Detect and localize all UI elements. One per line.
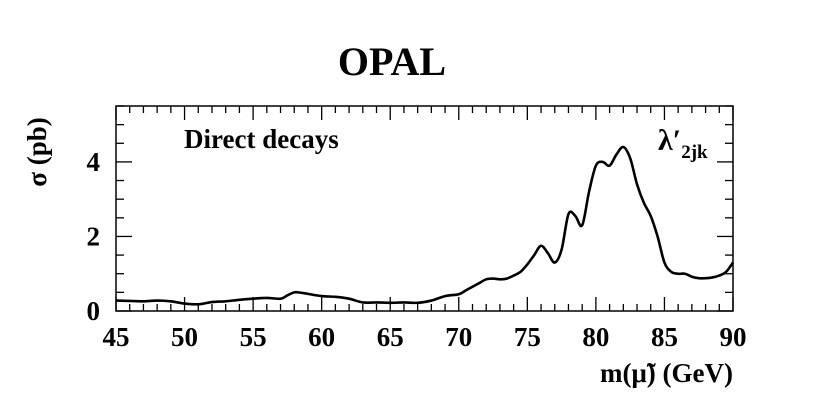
x-tick-label: 90 — [720, 322, 747, 352]
y-tick-label: 4 — [87, 147, 101, 177]
x-axis-ticks — [115, 106, 734, 311]
series-line — [115, 145, 735, 306]
x-tick-label: 65 — [377, 322, 404, 352]
x-tick-label: 55 — [240, 322, 267, 352]
coupling-label-base: λ′ — [658, 124, 681, 157]
y-axis-ticks — [116, 105, 733, 312]
chart-title: OPAL — [338, 39, 446, 84]
x-axis-tick-labels: 45 50 55 60 65 70 75 80 85 90 — [103, 322, 747, 352]
x-tick-label: 45 — [103, 322, 130, 352]
x-tick-label: 60 — [308, 322, 335, 352]
y-tick-label: 2 — [87, 221, 101, 251]
x-tick-label: 85 — [651, 322, 678, 352]
plot-frame — [115, 105, 734, 312]
coupling-label: λ′ 2jk — [658, 124, 708, 163]
x-tick-label: 80 — [582, 322, 609, 352]
annotation-direct-decays: Direct decays — [184, 124, 339, 154]
x-tick-label: 75 — [514, 322, 541, 352]
y-tick-label: 0 — [87, 296, 101, 326]
x-tick-label: 50 — [171, 322, 198, 352]
x-axis-label: m(μ̃) (GeV) — [600, 358, 733, 388]
y-axis-label: σ (pb) — [22, 117, 52, 186]
y-axis-tick-labels: 0 2 4 — [87, 147, 101, 326]
x-tick-label: 70 — [445, 322, 472, 352]
coupling-label-subscript: 2jk — [681, 142, 708, 163]
